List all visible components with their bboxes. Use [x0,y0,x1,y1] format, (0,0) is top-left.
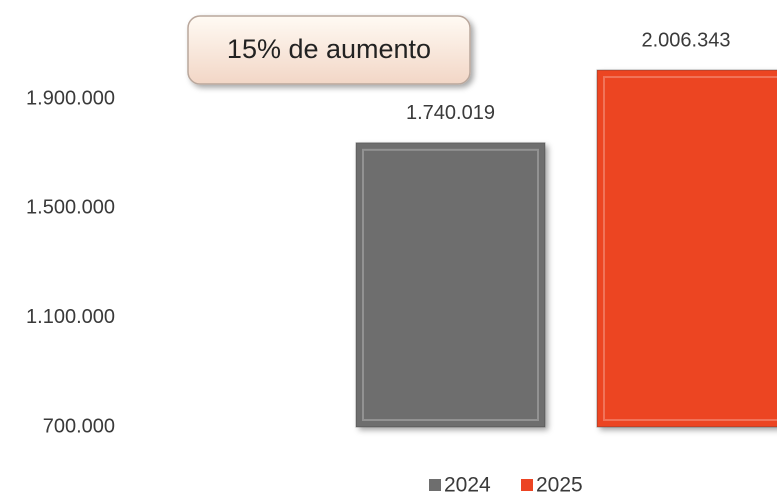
legend-label: 2025 [536,474,583,497]
bar-bevel [362,148,539,421]
y-tick-label: 1.100.000 [26,306,115,328]
legend-label: 2024 [444,474,491,497]
value-label: 2.006.343 [642,29,731,51]
bar [355,142,546,428]
bar-bevel [603,76,777,421]
value-label: 1.740.019 [406,102,495,124]
annotation-box [187,15,471,85]
bar [596,69,777,428]
y-tick-label: 700.000 [43,415,115,437]
y-tick-label: 1.900.000 [26,87,115,109]
y-tick-label: 1.500.000 [26,197,115,219]
legend-swatch [429,479,441,491]
legend-swatch [521,479,533,491]
annotation: 15% de aumento [227,34,431,64]
